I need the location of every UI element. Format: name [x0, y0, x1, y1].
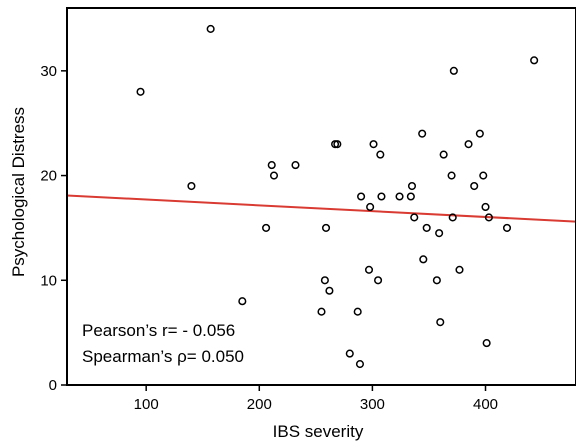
plot-frame: [66, 7, 576, 386]
regression-line: [66, 194, 576, 223]
data-point: [447, 171, 456, 180]
data-point: [406, 192, 415, 201]
spearman-annotation: Spearman’s ρ= 0.050: [82, 347, 244, 366]
data-point: [470, 181, 479, 191]
data-point: [422, 223, 431, 232]
data-point: [419, 255, 428, 264]
data-point: [353, 307, 362, 316]
y-tick-label: 30: [40, 63, 57, 80]
data-point: [418, 129, 427, 138]
data-point: [395, 192, 404, 201]
data-point: [376, 150, 385, 159]
data-point: [333, 140, 342, 149]
y-tick-label: 0: [49, 377, 57, 394]
data-point: [435, 229, 444, 238]
data-point: [366, 202, 375, 212]
y-tick-label: 20: [40, 168, 57, 185]
data-point: [448, 213, 457, 222]
data-point: [267, 161, 276, 170]
data-point: [325, 286, 334, 295]
data-point: [320, 276, 329, 285]
data-point: [355, 360, 365, 369]
data-point: [262, 223, 271, 232]
x-axis-title: IBS severity: [273, 422, 364, 441]
data-points: [136, 24, 539, 369]
data-point: [432, 276, 441, 285]
data-point: [136, 87, 145, 96]
pearson-annotation: Pearson’s r= - 0.056: [82, 321, 235, 340]
data-point: [291, 161, 300, 170]
data-point: [455, 265, 464, 274]
data-point: [464, 140, 473, 149]
y-tick-label: 10: [40, 272, 57, 289]
data-point: [374, 276, 383, 285]
data-point: [475, 129, 484, 138]
data-point: [269, 171, 279, 180]
data-point: [345, 349, 354, 358]
x-axis-ticks: 100 200 300 400: [134, 385, 498, 413]
data-point: [484, 213, 493, 222]
data-point: [479, 171, 488, 180]
data-point: [481, 202, 490, 212]
data-point: [238, 297, 247, 306]
regression-line-group: [66, 194, 576, 223]
data-point: [187, 181, 196, 191]
data-point: [449, 66, 458, 75]
x-tick-label: 200: [247, 396, 272, 413]
data-point: [407, 181, 417, 191]
x-tick-label: 400: [473, 396, 498, 413]
data-point: [377, 192, 386, 201]
data-point: [357, 192, 366, 201]
data-point: [206, 24, 215, 33]
data-point: [482, 339, 491, 348]
y-axis-ticks: 0 10 20 30: [40, 63, 67, 394]
data-point: [321, 223, 331, 232]
x-tick-label: 100: [134, 396, 159, 413]
data-point: [436, 318, 445, 327]
data-point: [317, 307, 326, 316]
data-point: [530, 56, 539, 65]
x-tick-label: 300: [360, 396, 385, 413]
data-point: [439, 150, 448, 159]
y-axis-title: Psychological Distress: [9, 107, 28, 277]
data-point: [364, 265, 374, 274]
data-point: [502, 223, 512, 232]
data-point: [369, 140, 378, 149]
data-point: [410, 213, 419, 222]
